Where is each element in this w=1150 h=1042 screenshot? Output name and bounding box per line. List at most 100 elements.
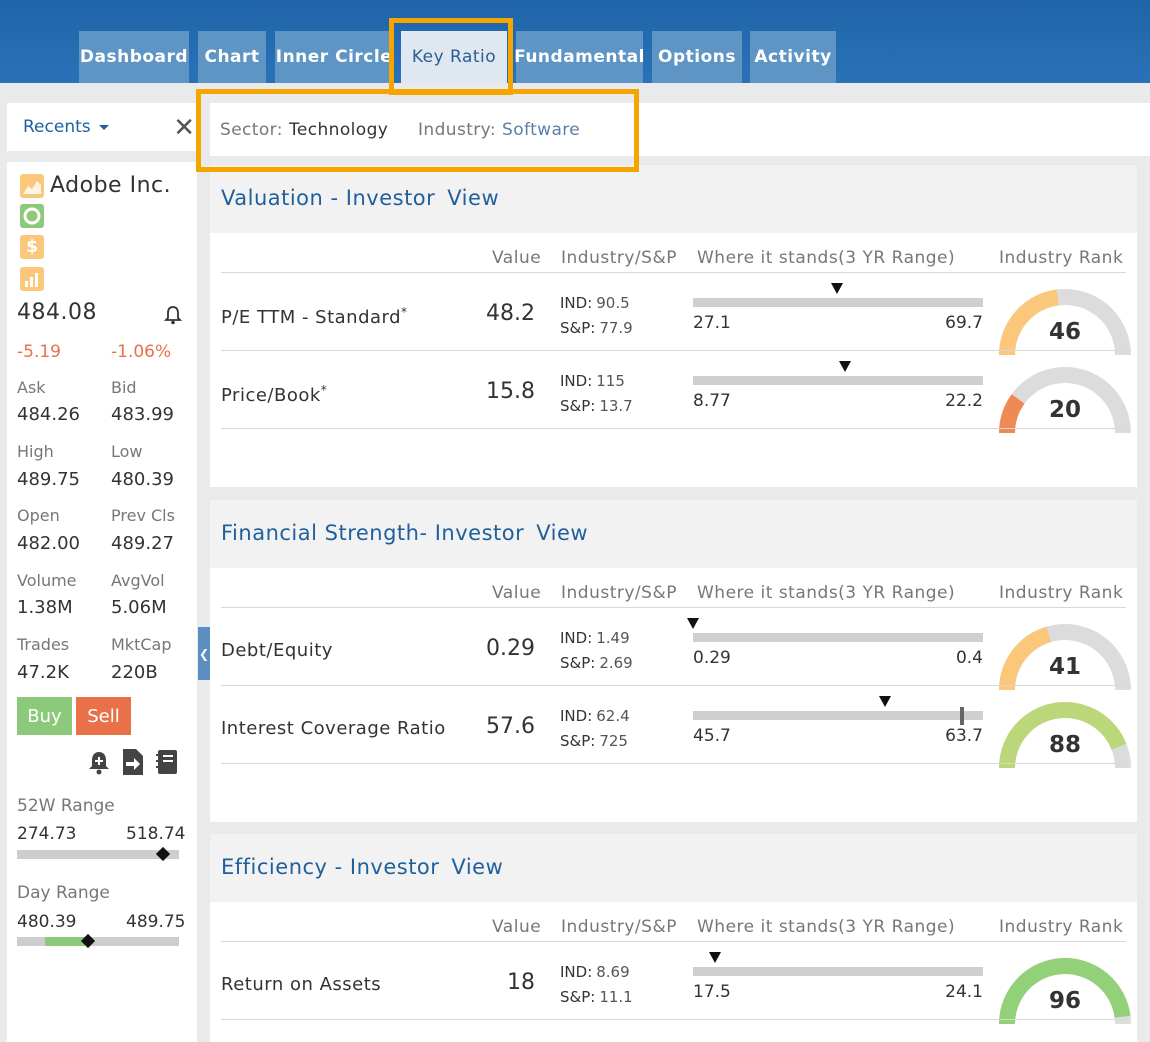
stat-label: Low bbox=[111, 442, 143, 461]
stat-value: 483.99 bbox=[111, 404, 174, 425]
gauge-fill bbox=[999, 702, 1127, 769]
metric-name-text: P/E TTM - Standard bbox=[221, 307, 402, 328]
collapse-panel-button[interactable]: ❮ bbox=[198, 627, 210, 680]
industry-rank-gauge: 88 bbox=[996, 696, 1134, 769]
sp-value-row: S&P: 11.1 bbox=[560, 988, 633, 1006]
stat-value: 482.00 bbox=[17, 533, 80, 554]
col-header-where: Where it stands(3 YR Range) bbox=[697, 583, 956, 603]
section-2: Efficiency - Investor View Value Industry/S… bbox=[210, 834, 1137, 1042]
row-divider bbox=[221, 1019, 1126, 1020]
tab-activity[interactable]: Activity bbox=[750, 31, 836, 83]
industry-rank-value: 41 bbox=[1048, 654, 1081, 680]
price-change-pct: -1.06% bbox=[111, 342, 172, 362]
ind-label: IND: bbox=[560, 629, 593, 647]
tab-fundamental[interactable]: Fundamental bbox=[514, 31, 644, 83]
caret-down-icon bbox=[98, 124, 109, 130]
col-header-industry: Industry/S&P bbox=[561, 917, 677, 937]
tab-inner-circle[interactable]: Inner Circle bbox=[275, 31, 393, 83]
section-1: Financial Strength- Investor View Value Ind… bbox=[210, 500, 1137, 822]
industry-rank-gauge: 20 bbox=[996, 361, 1134, 434]
industry-value-row: IND: 1.49 bbox=[560, 629, 630, 647]
section-view-link[interactable]: View bbox=[447, 186, 500, 210]
sp-label: S&P: bbox=[560, 732, 596, 750]
industry-value-row: IND: 62.4 bbox=[560, 707, 630, 725]
range-high: 22.2 bbox=[945, 391, 983, 411]
range-52w-high: 518.74 bbox=[126, 824, 186, 844]
add-alert-icon[interactable] bbox=[87, 750, 111, 780]
range-low: 0.29 bbox=[693, 648, 731, 668]
industry-rank-value: 46 bbox=[1048, 319, 1081, 345]
close-icon[interactable]: ✕ bbox=[173, 113, 195, 143]
circle-icon[interactable] bbox=[20, 204, 44, 228]
range-high: 24.1 bbox=[945, 982, 983, 1002]
range-bar bbox=[693, 376, 983, 385]
ind-label: IND: bbox=[560, 707, 593, 725]
ind-value: 90.5 bbox=[596, 294, 630, 312]
row-divider bbox=[221, 685, 1126, 686]
ind-value: 1.49 bbox=[596, 629, 630, 647]
buy-button[interactable]: Buy bbox=[17, 697, 72, 735]
sector-value[interactable]: Technology bbox=[289, 120, 389, 140]
range-52w-marker bbox=[155, 846, 170, 862]
stat-label: Trades bbox=[17, 635, 70, 654]
sp-value: 11.1 bbox=[599, 988, 633, 1006]
ind-label: IND: bbox=[560, 294, 593, 312]
section-header bbox=[210, 834, 1137, 902]
ind-value: 115 bbox=[596, 372, 625, 390]
range-high: 0.4 bbox=[955, 648, 983, 668]
export-icon[interactable] bbox=[120, 748, 146, 780]
value-marker bbox=[708, 952, 721, 963]
metric-name: Return on Assets bbox=[221, 974, 381, 995]
metric-name: Debt/Equity bbox=[221, 640, 333, 661]
range-high: 63.7 bbox=[945, 726, 983, 746]
tab-chart[interactable]: Chart bbox=[198, 31, 266, 83]
sp-label: S&P: bbox=[560, 319, 596, 337]
col-header-value: Value bbox=[492, 917, 542, 937]
metric-value: 0.29 bbox=[486, 636, 535, 661]
section-title-text: Efficiency - Investor bbox=[221, 855, 440, 879]
industry-value-row: IND: 115 bbox=[560, 372, 625, 390]
sp-value: 2.69 bbox=[599, 654, 633, 672]
range-high: 69.7 bbox=[945, 313, 983, 333]
asterisk-footnote: * bbox=[320, 383, 328, 397]
gauge-fill bbox=[999, 626, 1052, 691]
tab-dashboard[interactable]: Dashboard bbox=[79, 31, 189, 83]
stat-label: Bid bbox=[111, 378, 137, 397]
bar-chart-icon[interactable] bbox=[20, 267, 44, 291]
col-header-industry: Industry/S&P bbox=[561, 583, 677, 603]
metric-name: Interest Coverage Ratio bbox=[221, 718, 446, 739]
dollar-icon[interactable]: $ bbox=[20, 235, 44, 259]
recents-dropdown[interactable]: Recents ✕ bbox=[7, 103, 197, 151]
section-0: Valuation - Investor View Value Industry/S&… bbox=[210, 165, 1137, 487]
gauge-fill bbox=[999, 394, 1025, 434]
stat-value: 47.2K bbox=[17, 662, 69, 683]
stat-label: Volume bbox=[17, 571, 77, 590]
ind-value: 8.69 bbox=[596, 963, 630, 981]
chart-area-icon[interactable] bbox=[20, 174, 44, 198]
col-header-where: Where it stands(3 YR Range) bbox=[697, 917, 956, 937]
stat-value: 220B bbox=[111, 662, 158, 683]
stat-label: Prev Cls bbox=[111, 506, 175, 525]
stat-label: MktCap bbox=[111, 635, 172, 654]
industry-value[interactable]: Software bbox=[502, 120, 581, 140]
industry-value-row: IND: 8.69 bbox=[560, 963, 630, 981]
stat-label: Open bbox=[17, 506, 60, 525]
sell-button[interactable]: Sell bbox=[76, 697, 131, 735]
industry-rank-gauge: 96 bbox=[996, 952, 1134, 1025]
section-view-link[interactable]: View bbox=[451, 855, 504, 879]
section-title: Financial Strength- Investor View bbox=[221, 521, 588, 545]
tab-key-ratio[interactable]: Key Ratio bbox=[401, 31, 507, 83]
sp-value-row: S&P: 2.69 bbox=[560, 654, 633, 672]
industry-rank-gauge: 41 bbox=[996, 618, 1134, 691]
section-view-link[interactable]: View bbox=[536, 521, 589, 545]
notebook-icon[interactable] bbox=[155, 749, 179, 779]
metric-value: 15.8 bbox=[486, 379, 535, 404]
col-header-value: Value bbox=[492, 583, 542, 603]
bell-icon[interactable] bbox=[163, 305, 183, 329]
industry-value-row: IND: 90.5 bbox=[560, 294, 630, 312]
day-range-label: Day Range bbox=[17, 883, 110, 903]
col-header-where: Where it stands(3 YR Range) bbox=[697, 248, 956, 268]
stat-value: 5.06M bbox=[111, 597, 167, 618]
section-title: Efficiency - Investor View bbox=[221, 855, 503, 879]
tab-options[interactable]: Options bbox=[652, 31, 742, 83]
